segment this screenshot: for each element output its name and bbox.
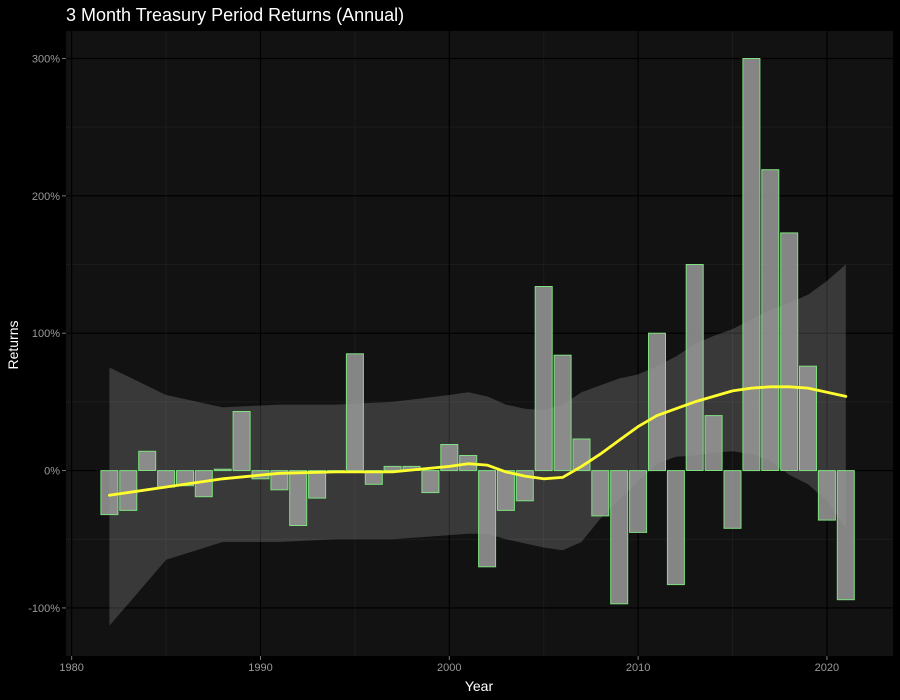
bar-1995 [345,353,364,472]
x-tick-label: 1980 [59,662,83,674]
bar-2008 [591,470,610,517]
bar-1992 [289,470,308,527]
bar-2019 [799,365,817,472]
bar-1985 [157,470,176,488]
bar-2010 [629,470,648,533]
bar-2020 [817,470,836,521]
bar-2016 [742,58,761,472]
y-tick-label: 100% [32,328,60,340]
bar-2002 [478,470,497,568]
bar-2004 [515,470,534,502]
bar-1988 [213,468,232,472]
bar-2021 [836,470,855,601]
y-ticks: -100% 0% 100% 200% 300% [28,53,66,615]
y-tick-label: 0% [44,466,60,478]
confidence-band-layer [109,264,846,626]
smooth-line [108,385,848,497]
y-axis-label: Returns [5,320,21,369]
bar-1986 [176,470,194,487]
chart-title: 3 Month Treasury Period Returns (Annual) [66,5,404,25]
x-tick-label: 2010 [626,662,650,674]
bar-2006 [553,354,572,472]
bars [100,58,855,605]
y-tick-label: -100% [28,603,60,615]
bar-1982 [100,470,119,516]
bar-2013 [685,264,704,471]
bar-2012 [666,470,685,586]
bar-2009 [610,470,629,605]
bar-1989 [232,411,251,472]
confidence-band [109,264,846,626]
y-tick-label: 300% [32,53,60,65]
x-tick-label: 2000 [437,662,461,674]
bar-1991 [270,470,289,491]
bar-2015 [723,470,742,529]
bar-2003 [496,470,515,511]
bar-1999 [421,470,440,494]
x-tick-label: 1990 [248,662,272,674]
bar-2014 [704,415,723,472]
y-tick-label: 200% [32,191,60,203]
bar-1997 [383,465,402,471]
bar-2018 [780,232,799,471]
smooth-line-layer [108,385,848,497]
bar-2000 [440,444,459,472]
bar-2017 [761,169,780,471]
x-ticks: 1980 1990 2000 2010 2020 [59,656,839,674]
bar-1993 [308,470,327,499]
bar-2005 [534,286,553,472]
x-tick-label: 2020 [815,662,839,674]
bar-1984 [138,450,157,471]
x-axis-label: Year [465,678,494,694]
bar-2011 [648,332,666,472]
